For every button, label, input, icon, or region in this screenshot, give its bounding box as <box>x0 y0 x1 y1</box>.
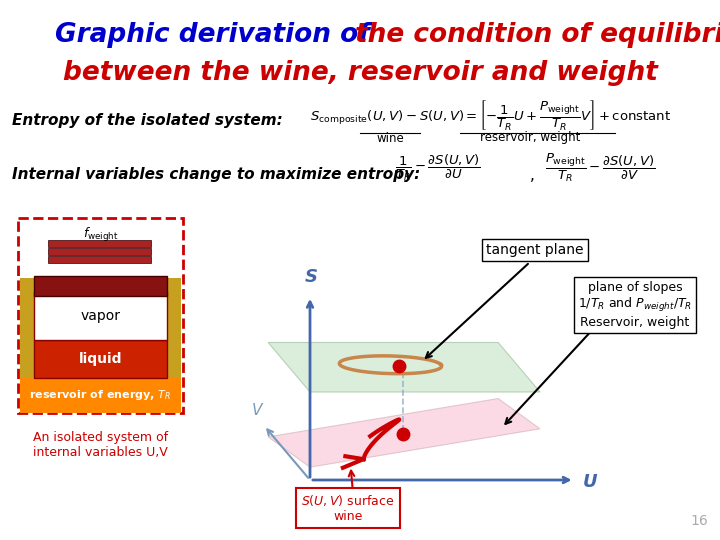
Polygon shape <box>268 342 540 392</box>
FancyBboxPatch shape <box>48 240 151 247</box>
Text: plane of slopes
$1/T_R$ and $P_{weight}/T_R$
Reservoir, weight: plane of slopes $1/T_R$ and $P_{weight}/… <box>578 281 692 329</box>
Text: reservoir of energy, $T_R$: reservoir of energy, $T_R$ <box>30 388 171 402</box>
Text: 16: 16 <box>690 514 708 528</box>
Text: tangent plane: tangent plane <box>486 243 584 257</box>
Text: $f_{\mathrm{weight}}$: $f_{\mathrm{weight}}$ <box>83 226 118 244</box>
FancyBboxPatch shape <box>34 340 167 378</box>
Text: $\dfrac{P_{\mathrm{weight}}}{T_R}-\dfrac{\partial S(U,V)}{\partial V}$: $\dfrac{P_{\mathrm{weight}}}{T_R}-\dfrac… <box>545 152 656 184</box>
Text: vapor: vapor <box>81 309 120 323</box>
FancyBboxPatch shape <box>48 248 151 255</box>
Text: Entropy of the isolated system:: Entropy of the isolated system: <box>12 112 283 127</box>
Text: Graphic derivation of: Graphic derivation of <box>55 22 379 48</box>
Text: U: U <box>582 473 597 491</box>
Text: between the wine, reservoir and weight: between the wine, reservoir and weight <box>63 60 657 86</box>
Text: $S_{\mathrm{composite}}(U,V)-S(U,V)=\left[-\dfrac{1}{T_R}U+\dfrac{P_{\mathrm{wei: $S_{\mathrm{composite}}(U,V)-S(U,V)=\lef… <box>310 98 671 132</box>
Text: reservoir, weight: reservoir, weight <box>480 132 580 145</box>
Text: An isolated system of
internal variables U,V: An isolated system of internal variables… <box>33 431 168 459</box>
Text: S: S <box>305 268 318 286</box>
Text: Internal variables change to maximize entropy:: Internal variables change to maximize en… <box>12 167 420 183</box>
Text: ,: , <box>530 167 535 183</box>
Text: the condition of equilibrium: the condition of equilibrium <box>355 22 720 48</box>
FancyBboxPatch shape <box>48 256 151 263</box>
Polygon shape <box>268 399 540 467</box>
FancyBboxPatch shape <box>20 278 34 378</box>
Text: $\dfrac{1}{T_R}-\dfrac{\partial S(U,V)}{\partial U}$: $\dfrac{1}{T_R}-\dfrac{\partial S(U,V)}{… <box>395 153 481 183</box>
Text: liquid: liquid <box>78 352 122 366</box>
FancyBboxPatch shape <box>20 378 181 413</box>
FancyBboxPatch shape <box>34 276 167 296</box>
FancyBboxPatch shape <box>18 218 183 413</box>
Text: $S(U,V)$ surface
wine: $S(U,V)$ surface wine <box>301 493 395 523</box>
FancyBboxPatch shape <box>34 292 167 340</box>
Text: wine: wine <box>376 132 404 145</box>
Text: V: V <box>252 402 262 417</box>
FancyBboxPatch shape <box>167 278 181 378</box>
